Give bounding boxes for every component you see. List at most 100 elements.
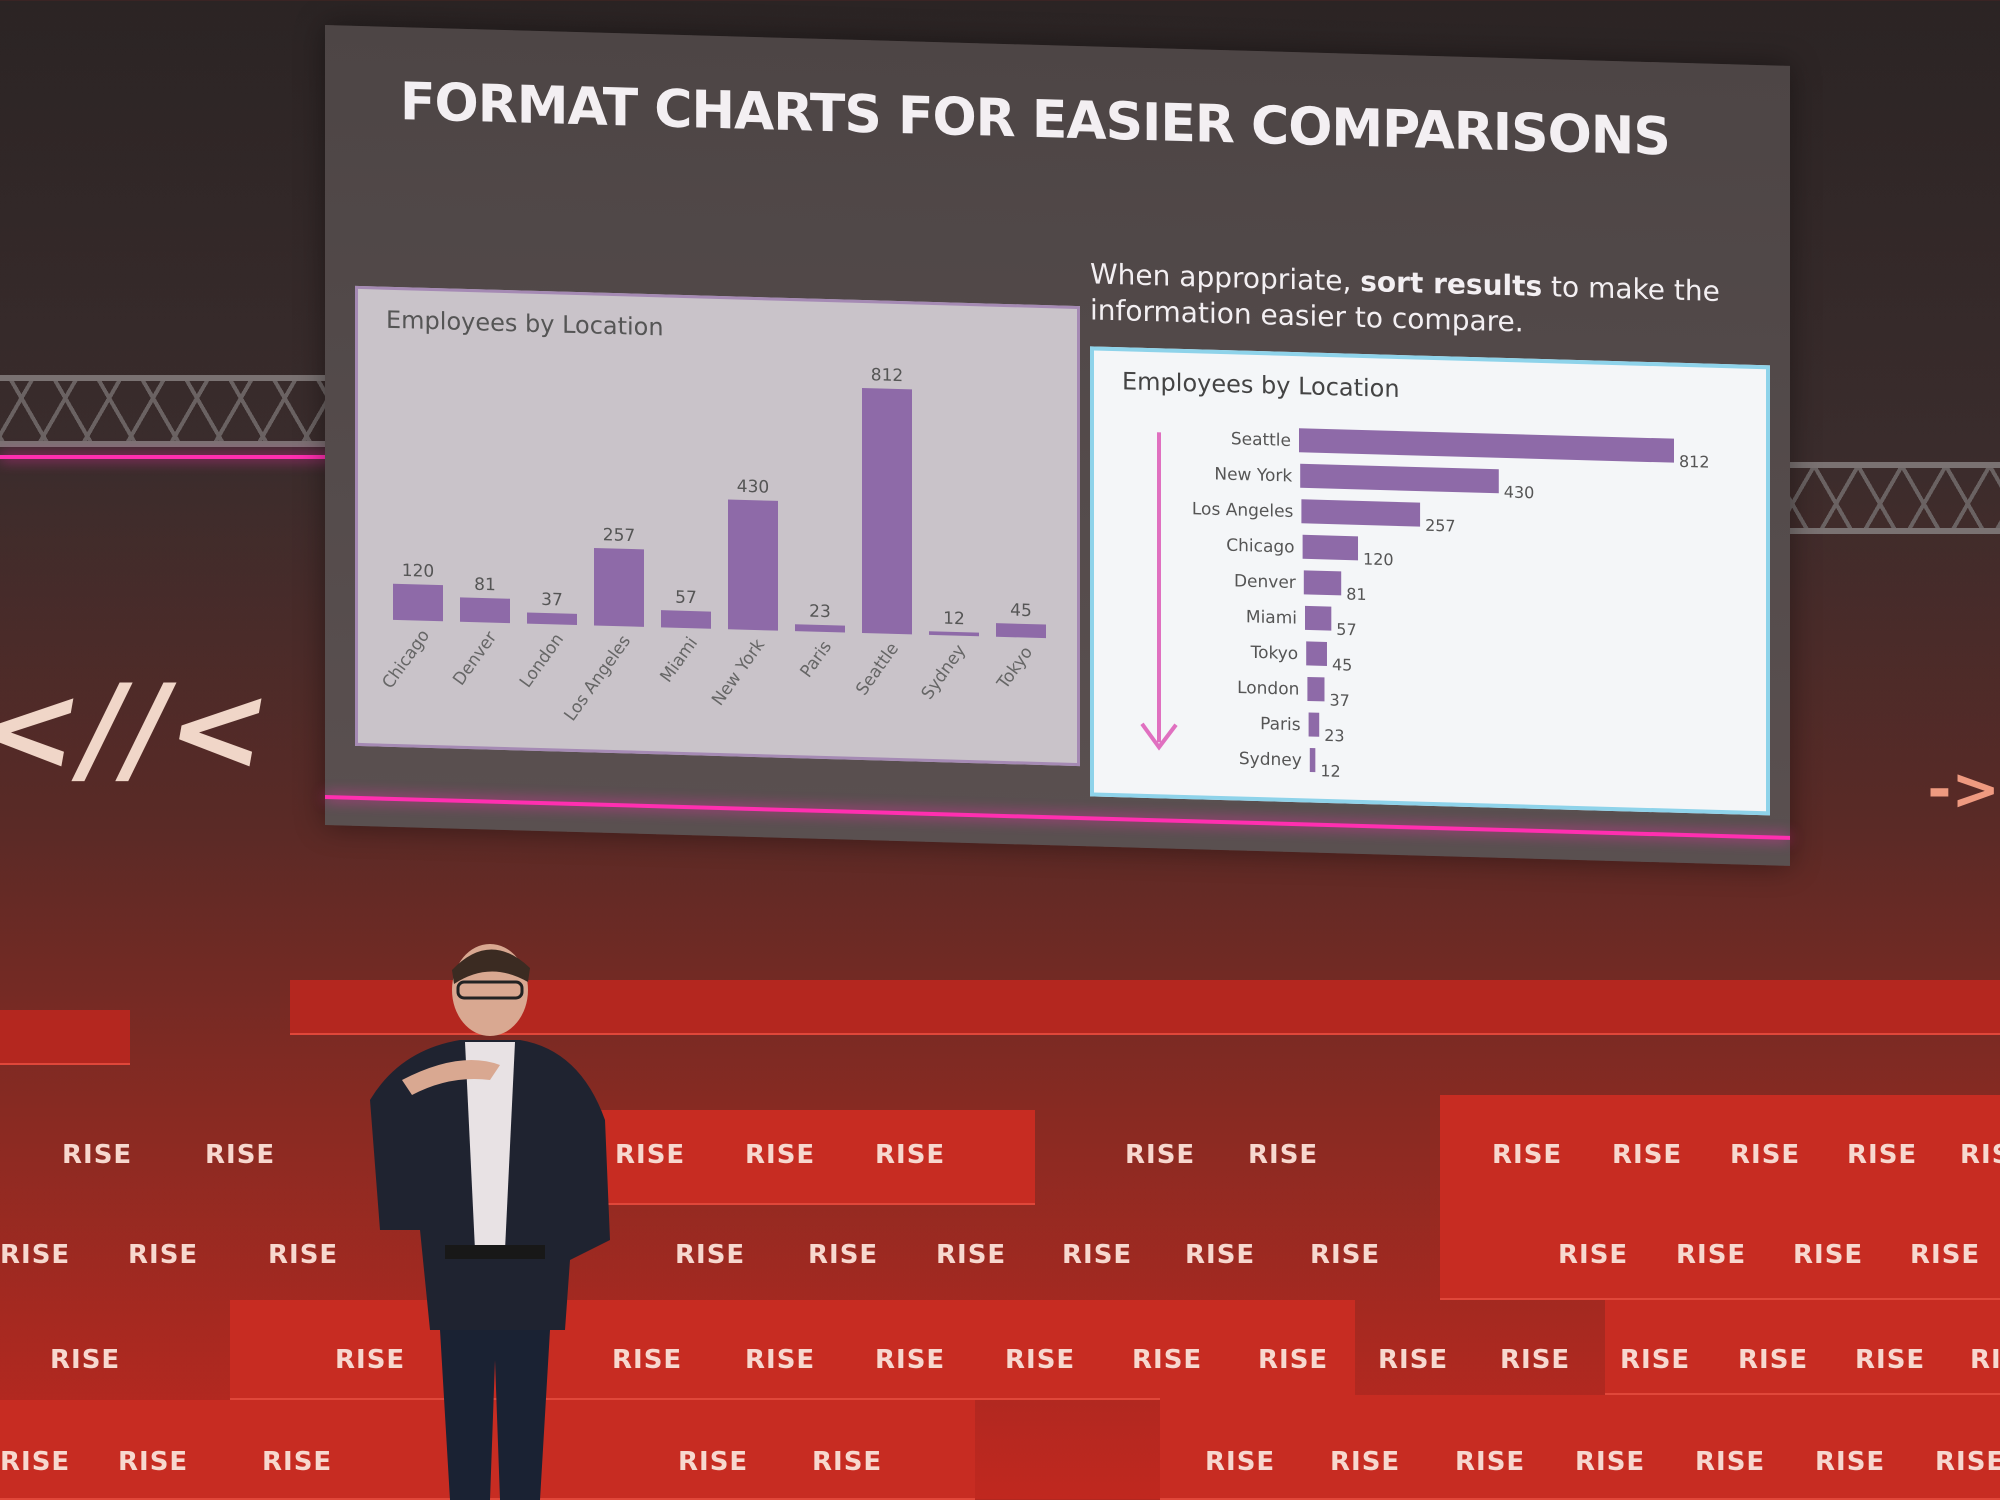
rise-wordmark: RISE (1330, 1447, 1401, 1477)
unsorted-chart-panel: Employees by Location 120 Chicago 81 Denver… (355, 285, 1080, 767)
rise-wordmark: RISE (1695, 1447, 1766, 1477)
rise-wordmark: RISE (1558, 1240, 1629, 1270)
rise-wordmark: RISE (1855, 1345, 1926, 1375)
rise-wordmark: RISE (1125, 1140, 1196, 1170)
category-tick-label: Denver (1234, 571, 1296, 593)
category-tick-label: Sydney (1239, 749, 1302, 771)
bar-miami (661, 610, 711, 629)
category-tick-label: Miami (1246, 607, 1297, 628)
bar-value-label: 12 (1320, 761, 1340, 781)
bar-value-label: 430 (737, 477, 769, 498)
rise-wordmark: RISE (1062, 1240, 1133, 1270)
rise-wordmark: RISE (1960, 1140, 2000, 1170)
rise-wordmark: RISE (745, 1345, 816, 1375)
rise-wordmark: RISE (1612, 1140, 1683, 1170)
category-tick-label: London (516, 630, 568, 692)
rise-wordmark: RISE (1847, 1140, 1918, 1170)
subtitle-bold-text: sort results (1360, 264, 1543, 303)
category-tick-label: Tokyo (1250, 643, 1299, 664)
conference-logo-right: -> (1927, 755, 2000, 823)
rise-wordmark: RISE (62, 1140, 133, 1170)
stage-panel-2 (1440, 1095, 2000, 1300)
rise-wordmark: RISE (1205, 1447, 1276, 1477)
bar-value-label: 12 (943, 609, 965, 630)
rise-wordmark: RISE (1310, 1240, 1381, 1270)
rise-wordmark: RISE (612, 1345, 683, 1375)
bar-value-label: 812 (1679, 452, 1710, 472)
category-tick-label: London (1237, 678, 1299, 700)
rise-wordmark: RISE (1676, 1240, 1747, 1270)
bar-seattle (862, 387, 912, 635)
rise-wordmark: RISE (50, 1345, 121, 1375)
rise-wordmark: RISE (615, 1140, 686, 1170)
rise-wordmark: RISE (0, 1447, 71, 1477)
sort-direction-arrow-head (1140, 722, 1178, 751)
bar-value-label: 257 (1425, 516, 1456, 536)
bar-value-label: 81 (474, 575, 496, 596)
rise-wordmark: RISE (678, 1447, 749, 1477)
rise-wordmark: RISE (1970, 1345, 2000, 1375)
unsorted-bar-chart: 120 Chicago 81 Denver 37 London 257 Los Angeles… (379, 365, 1046, 725)
slide-title: FORMAT CHARTS FOR EASIER COMPARISONS (400, 72, 1670, 168)
rise-wordmark: RISE (268, 1240, 339, 1270)
rise-wordmark: RISE (128, 1240, 199, 1270)
stage-panel-3 (230, 1300, 1355, 1400)
bar-new-york (728, 499, 778, 631)
hbar-tokyo (1306, 641, 1327, 666)
bar-value-label: 45 (1332, 655, 1352, 675)
category-tick-label: Seattle (1231, 429, 1291, 451)
bar-value-label: 81 (1346, 585, 1366, 605)
rise-wordmark: RISE (745, 1140, 816, 1170)
category-tick-label: Sydney (918, 641, 970, 703)
magenta-light-strip (0, 455, 340, 459)
rise-wordmark: RISE (1500, 1345, 1571, 1375)
bar-london (527, 612, 577, 626)
stage-panel-4 (1605, 1300, 2000, 1395)
bar-value-label: 257 (603, 525, 635, 546)
category-tick-label: New York (708, 635, 769, 710)
category-tick-label: Chicago (379, 626, 435, 693)
rise-wordmark: RISE (875, 1345, 946, 1375)
rise-wordmark: RISE (1185, 1240, 1256, 1270)
rise-wordmark: RISE (0, 1240, 71, 1270)
rise-wordmark: RISE (1935, 1447, 2000, 1477)
stage-truss-right (1760, 462, 2000, 534)
rise-wordmark: RISE (1730, 1140, 1801, 1170)
subtitle-text-1: When appropriate, (1090, 257, 1361, 298)
bar-value-label: 57 (1336, 620, 1356, 640)
hbar-denver (1303, 570, 1342, 596)
bar-sydney (929, 631, 979, 637)
hbar-chicago (1302, 534, 1359, 561)
bar-value-label: 57 (675, 588, 697, 609)
rise-wordmark: RISE (875, 1140, 946, 1170)
stage-ledge-left (0, 1010, 130, 1065)
bar-value-label: 430 (1504, 482, 1535, 502)
rise-wordmark: RISE (205, 1140, 276, 1170)
category-tick-label: Seattle (852, 639, 903, 699)
slide-subtitle: When appropriate, sort results to make t… (1090, 256, 1730, 346)
rise-wordmark: RISE (808, 1240, 879, 1270)
sorted-chart-panel: Employees by Location Seattle 812 New York… (1090, 346, 1770, 816)
projection-screen: FORMAT CHARTS FOR EASIER COMPARISONS Whe… (325, 25, 1790, 866)
rise-wordmark: RISE (1492, 1140, 1563, 1170)
rise-wordmark: RISE (1248, 1140, 1319, 1170)
rise-wordmark: RISE (675, 1240, 746, 1270)
bar-value-label: 120 (402, 561, 434, 582)
rise-wordmark: RISE (1793, 1240, 1864, 1270)
stage-panel-6 (1160, 1395, 2000, 1500)
bar-tokyo (996, 623, 1046, 639)
category-tick-label: Miami (656, 633, 702, 686)
bar-value-label: 37 (541, 590, 563, 611)
speaker-figure (370, 944, 610, 1500)
bar-value-label: 37 (1329, 691, 1349, 711)
bar-paris (795, 624, 845, 633)
rise-wordmark: RISE (1620, 1345, 1691, 1375)
rise-wordmark: RISE (118, 1447, 189, 1477)
rise-wordmark: RISE (1258, 1345, 1329, 1375)
rise-wordmark: RISE (812, 1447, 883, 1477)
bar-chicago (393, 583, 443, 622)
category-tick-label: Los Angeles (560, 631, 635, 725)
rise-wordmark: RISE (262, 1447, 333, 1477)
hbar-seattle (1299, 428, 1674, 463)
rise-wordmark: RISE (936, 1240, 1007, 1270)
